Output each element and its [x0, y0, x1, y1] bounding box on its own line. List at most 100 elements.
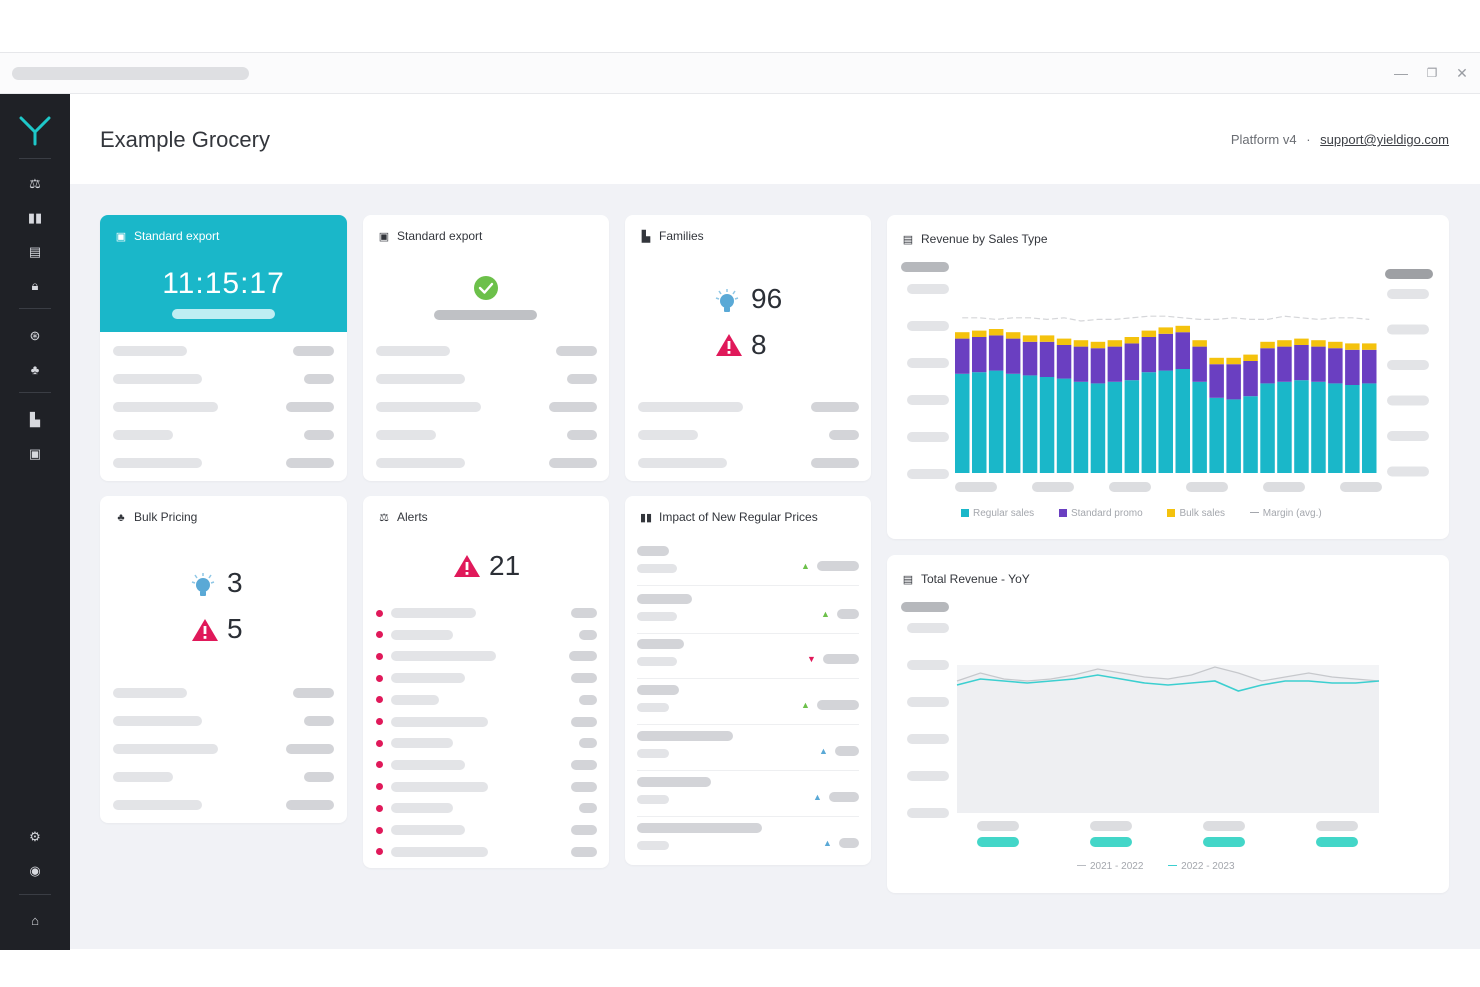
- placeholder-line: [113, 716, 202, 726]
- bar-regular-sales: [1073, 381, 1089, 473]
- legend-item[interactable]: Margin (avg.): [1249, 508, 1322, 519]
- bar-bulk-sales: [1141, 330, 1157, 337]
- bar-bulk-sales: [1277, 340, 1292, 347]
- placeholder-line: [113, 458, 202, 468]
- alert-placeholder-value: [571, 759, 597, 770]
- revenue-legend: Regular sales Standard promo Bulk sales …: [961, 508, 1344, 519]
- export-done-card[interactable]: ▣ Standard export: [363, 215, 609, 481]
- placeholder-value: [293, 688, 334, 698]
- trend-up-icon: ▲: [801, 561, 810, 571]
- row-divider: [637, 816, 859, 817]
- legend-item[interactable]: Bulk sales: [1167, 508, 1225, 519]
- revenue-by-sales-type-card[interactable]: ▤ Revenue by Sales Type Regular sales Sta…: [887, 215, 1449, 539]
- bar-regular-sales: [1175, 369, 1190, 473]
- bar-bulk-sales: [1345, 343, 1360, 350]
- alerts-card[interactable]: ⚖ Alerts 21: [363, 496, 609, 868]
- user-icon[interactable]: ◉: [29, 863, 41, 878]
- app-window: — ❐ ✕ ⚖ ▮▮ ▤ 🔒︎ ⊛ ♣ ▙ ▣ ⚙ ◉ ⌂ Example Gr…: [0, 52, 1480, 950]
- alert-dot: [376, 761, 383, 769]
- alert-dot: [376, 804, 383, 812]
- alert-dot: [376, 848, 383, 856]
- y-tick-label: [907, 660, 949, 670]
- x-tick-label: [1263, 482, 1305, 492]
- dashboard-icon[interactable]: ⚖: [29, 176, 41, 191]
- placeholder-line: [113, 402, 218, 412]
- bar-standard-promo: [1345, 349, 1360, 385]
- impact-card[interactable]: ▮▮ Impact of New Regular Prices ▲ ▲ ▼ ▲ ▲ ▲ ▲: [625, 496, 871, 865]
- placeholder-line: [376, 374, 465, 384]
- bar-bulk-sales: [1175, 325, 1190, 333]
- bar-standard-promo: [1226, 364, 1241, 400]
- legend-item[interactable]: Standard promo: [1058, 508, 1143, 519]
- home-icon[interactable]: ⌂: [31, 913, 39, 928]
- placeholder-status: [434, 310, 537, 320]
- bar-standard-promo: [1158, 333, 1173, 371]
- bar-chart-icon[interactable]: ▙: [30, 412, 40, 427]
- legend-item[interactable]: 2022 - 2023: [1168, 861, 1235, 872]
- bar-bulk-sales: [1005, 332, 1021, 339]
- bar-regular-sales: [1226, 399, 1241, 473]
- placeholder-line: [376, 402, 481, 412]
- alert-dot: [376, 783, 383, 791]
- y-tick-label: [907, 469, 949, 479]
- close-icon[interactable]: ✕: [1456, 65, 1468, 81]
- bar-regular-sales: [1243, 396, 1258, 473]
- x-tick-label: [977, 821, 1019, 831]
- impact-item-value: [823, 654, 859, 664]
- alert-placeholder-line: [391, 759, 465, 770]
- impact-item-name: [637, 685, 679, 695]
- alert-placeholder-line: [391, 608, 476, 618]
- impact-item-name: [637, 823, 762, 833]
- y2-axis-label: [1385, 269, 1433, 279]
- legend-item[interactable]: Regular sales: [961, 508, 1034, 519]
- placeholder-value: [304, 772, 334, 782]
- export-progress-bar: [172, 309, 275, 319]
- report-icon[interactable]: ▤: [28, 244, 42, 259]
- x-tick-sublabel: [1316, 837, 1358, 847]
- bar-regular-sales: [988, 370, 1004, 473]
- meta-separator: ·: [1306, 132, 1311, 147]
- bar-regular-sales: [1090, 383, 1106, 473]
- impact-item-sub: [637, 657, 677, 666]
- yieldigo-logo[interactable]: [17, 114, 53, 146]
- clipboard-icon: ▣: [378, 231, 390, 243]
- margin-line: [962, 315, 1370, 322]
- bar-standard-promo: [1277, 346, 1292, 382]
- lock-icon[interactable]: 🔒︎: [31, 278, 39, 293]
- settings-icon[interactable]: ⚙: [29, 829, 41, 844]
- legend-item[interactable]: 2021 - 2022: [1077, 861, 1143, 872]
- target-icon[interactable]: ⊛: [29, 328, 41, 343]
- columns-icon[interactable]: ▮▮: [27, 210, 43, 225]
- alert-placeholder-line: [391, 694, 439, 705]
- restore-icon[interactable]: ❐: [1426, 66, 1438, 80]
- hierarchy-icon[interactable]: ♣: [30, 362, 40, 377]
- clipboard-icon[interactable]: ▣: [28, 446, 42, 461]
- total-revenue-yoy-card[interactable]: ▤ Total Revenue - YoY 2021 - 2022 2022 - …: [887, 555, 1449, 893]
- bar-bulk-sales: [1107, 340, 1123, 347]
- bar-standard-promo: [1022, 341, 1038, 376]
- hierarchy-icon: ♣: [117, 512, 125, 524]
- export-active-card[interactable]: ▣ Standard export 11:15:17: [100, 215, 347, 481]
- impact-item-value: [829, 792, 859, 802]
- bulk-pricing-card[interactable]: ♣ Bulk Pricing 3 5: [100, 496, 347, 823]
- success-check-icon: [474, 276, 498, 300]
- y2-tick-label: [1387, 289, 1429, 299]
- minimize-icon[interactable]: —: [1394, 65, 1408, 81]
- bar-standard-promo: [955, 338, 970, 374]
- address-bar-placeholder[interactable]: [12, 67, 249, 80]
- impact-item-value: [835, 746, 859, 756]
- alert-dot: [376, 739, 383, 747]
- bar-bulk-sales: [1243, 354, 1258, 361]
- card-title: Impact of New Regular Prices: [659, 510, 818, 524]
- alert-placeholder-line: [391, 781, 488, 792]
- impact-item-sub: [637, 703, 669, 712]
- ideas-count: 96: [751, 283, 783, 314]
- sidebar-divider: [19, 158, 51, 159]
- families-card[interactable]: ▙ Families 96 8: [625, 215, 871, 481]
- lightbulb-icon: [191, 573, 215, 596]
- bar-bulk-sales: [1158, 327, 1173, 334]
- alert-placeholder-line: [391, 803, 453, 814]
- impact-item-name: [637, 546, 669, 556]
- card-title: Bulk Pricing: [134, 510, 198, 524]
- support-email-link[interactable]: support@yieldigo.com: [1320, 132, 1449, 147]
